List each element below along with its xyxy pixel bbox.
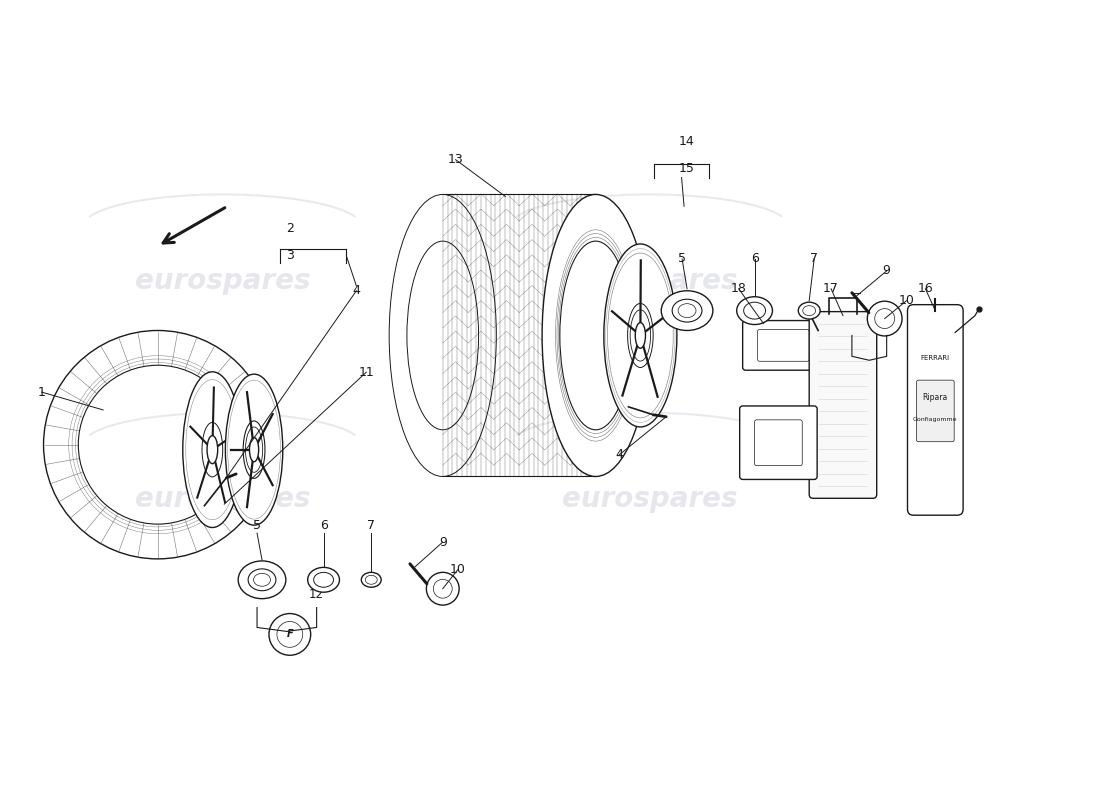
Ellipse shape xyxy=(249,569,276,590)
Text: 10: 10 xyxy=(450,563,465,576)
FancyBboxPatch shape xyxy=(739,406,817,479)
Text: 9: 9 xyxy=(439,535,447,549)
Text: 12: 12 xyxy=(309,588,324,601)
Text: eurospares: eurospares xyxy=(562,267,737,295)
Text: 6: 6 xyxy=(750,253,759,266)
Text: 16: 16 xyxy=(917,282,933,295)
Text: eurospares: eurospares xyxy=(134,486,310,514)
Text: FERRARI: FERRARI xyxy=(921,355,950,362)
Text: Gonfiagomme: Gonfiagomme xyxy=(913,418,958,422)
Circle shape xyxy=(867,301,902,336)
Text: 10: 10 xyxy=(899,294,914,307)
Text: 5: 5 xyxy=(253,518,261,532)
Text: eurospares: eurospares xyxy=(134,267,310,295)
Ellipse shape xyxy=(250,438,258,462)
Text: 19: 19 xyxy=(861,368,877,382)
Ellipse shape xyxy=(737,297,772,325)
Text: 6: 6 xyxy=(320,518,328,532)
Circle shape xyxy=(270,614,310,655)
Text: 12: 12 xyxy=(879,315,894,329)
Text: 2: 2 xyxy=(286,222,294,235)
FancyBboxPatch shape xyxy=(742,321,824,370)
Ellipse shape xyxy=(661,290,713,330)
Text: 3: 3 xyxy=(286,249,294,262)
Ellipse shape xyxy=(672,299,702,322)
Text: 4: 4 xyxy=(616,448,624,461)
Text: 19: 19 xyxy=(279,639,295,652)
Text: F: F xyxy=(286,630,293,639)
Text: 18: 18 xyxy=(730,282,747,295)
Text: eurospares: eurospares xyxy=(562,486,737,514)
Text: 13: 13 xyxy=(448,153,463,166)
Text: 4: 4 xyxy=(352,284,361,298)
FancyBboxPatch shape xyxy=(908,305,964,515)
Ellipse shape xyxy=(389,194,496,477)
Ellipse shape xyxy=(636,322,646,348)
FancyBboxPatch shape xyxy=(916,380,954,442)
Ellipse shape xyxy=(308,567,340,592)
Ellipse shape xyxy=(239,561,286,598)
Ellipse shape xyxy=(542,194,649,477)
Text: 1: 1 xyxy=(37,386,45,398)
Text: 14: 14 xyxy=(679,134,694,148)
Ellipse shape xyxy=(560,241,631,430)
Text: 15: 15 xyxy=(679,162,694,174)
Ellipse shape xyxy=(604,244,676,427)
Ellipse shape xyxy=(361,572,382,587)
Text: 8: 8 xyxy=(253,588,261,601)
Circle shape xyxy=(427,572,459,605)
Text: 5: 5 xyxy=(678,253,686,266)
Text: 9: 9 xyxy=(882,265,891,278)
Ellipse shape xyxy=(226,374,283,525)
Ellipse shape xyxy=(407,241,478,430)
FancyBboxPatch shape xyxy=(810,312,877,498)
Ellipse shape xyxy=(183,372,242,527)
Ellipse shape xyxy=(799,302,821,319)
Text: 7: 7 xyxy=(367,518,375,532)
Text: 17: 17 xyxy=(823,282,839,295)
Ellipse shape xyxy=(207,436,218,464)
Text: 11: 11 xyxy=(359,366,374,378)
Text: 7: 7 xyxy=(811,253,818,266)
Text: 8: 8 xyxy=(848,315,856,329)
Text: Ripara: Ripara xyxy=(923,393,948,402)
